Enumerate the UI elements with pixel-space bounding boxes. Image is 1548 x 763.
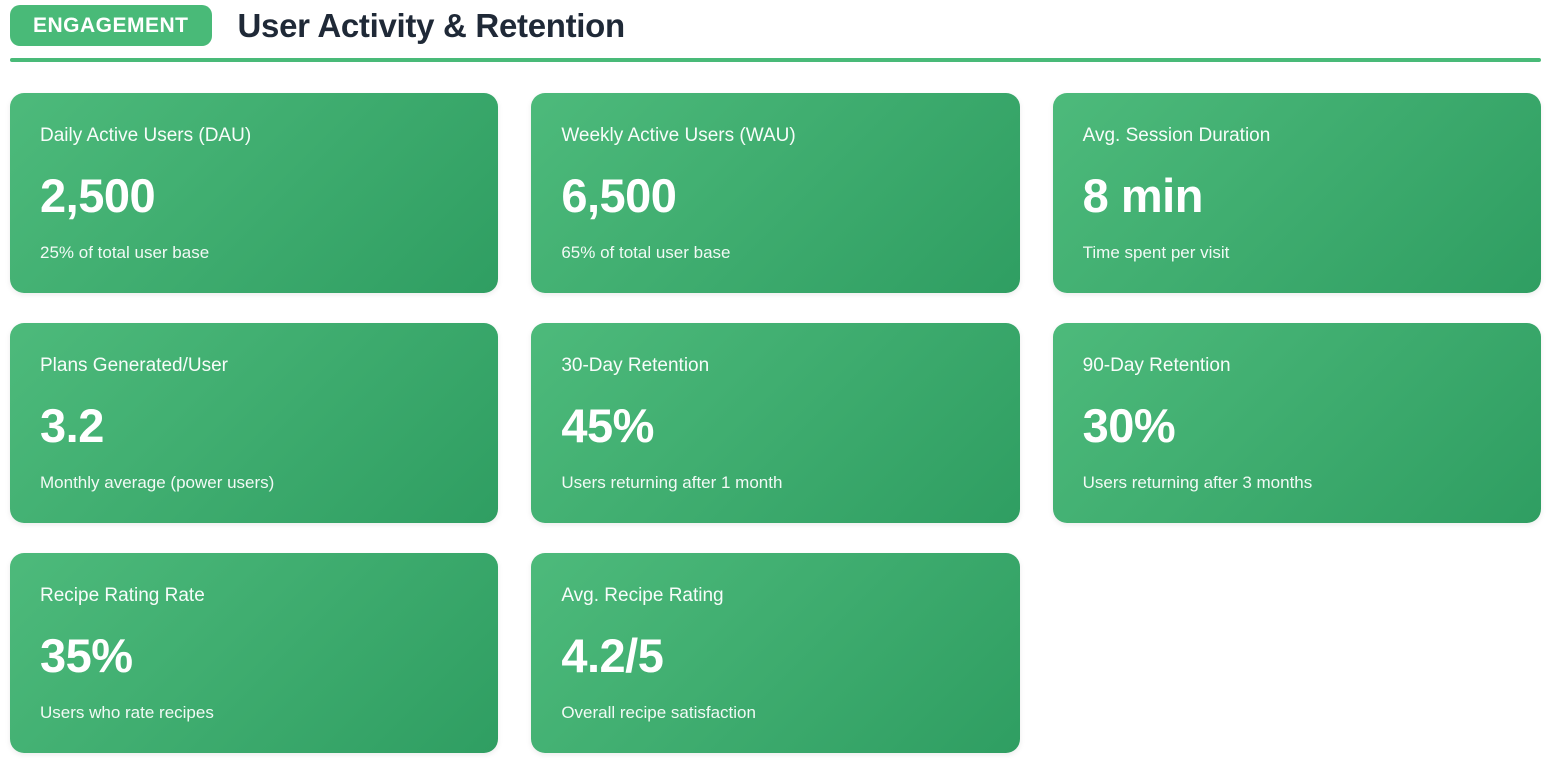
metric-cards-grid: Daily Active Users (DAU) 2,500 25% of to… [10, 93, 1541, 753]
metric-label: Avg. Recipe Rating [561, 585, 724, 606]
metric-description: Time spent per visit [1082, 243, 1230, 262]
metric-description: Users returning after 3 months [1082, 473, 1313, 492]
metric-card-dau: Daily Active Users (DAU) 2,500 25% of to… [10, 93, 499, 293]
metric-value: 2,500 [40, 168, 156, 222]
metric-label: Weekly Active Users (WAU) [561, 125, 796, 146]
metric-description: Overall recipe satisfaction [561, 703, 756, 722]
metric-label: 30-Day Retention [561, 355, 710, 376]
metric-label: 90-Day Retention [1082, 355, 1231, 376]
page-title: User Activity & Retention [237, 6, 626, 44]
metric-description: 25% of total user base [40, 243, 210, 262]
metric-label: Plans Generated/User [40, 355, 228, 376]
section-header: ENGAGEMENT User Activity & Retention [10, 5, 1541, 46]
header-divider [10, 58, 1541, 62]
metric-card-30-day-retention: 30-Day Retention 45% Users returning aft… [531, 323, 1020, 523]
metric-value: 45% [561, 398, 654, 452]
metric-value: 4.2/5 [561, 628, 664, 682]
metric-label: Avg. Session Duration [1082, 125, 1271, 146]
metric-label: Recipe Rating Rate [40, 585, 205, 606]
metric-label: Daily Active Users (DAU) [40, 125, 252, 146]
metric-description: 65% of total user base [561, 243, 731, 262]
metric-description: Monthly average (power users) [40, 473, 275, 492]
metric-card-wau: Weekly Active Users (WAU) 6,500 65% of t… [531, 93, 1020, 293]
metric-value: 3.2 [40, 398, 104, 452]
metric-card-session-duration: Avg. Session Duration 8 min Time spent p… [1052, 93, 1541, 293]
metric-description: Users returning after 1 month [561, 473, 783, 492]
metric-card-rating-rate: Recipe Rating Rate 35% Users who rate re… [10, 553, 499, 753]
metric-card-avg-rating: Avg. Recipe Rating 4.2/5 Overall recipe … [531, 553, 1020, 753]
metric-description: Users who rate recipes [40, 703, 214, 722]
metric-value: 30% [1082, 398, 1176, 452]
metric-value: 6,500 [561, 168, 677, 222]
metric-card-plans-per-user: Plans Generated/User 3.2 Monthly average… [10, 323, 499, 523]
engagement-badge: ENGAGEMENT [10, 5, 212, 46]
metric-card-90-day-retention: 90-Day Retention 30% Users returning aft… [1052, 323, 1541, 523]
metric-value: 35% [40, 628, 133, 682]
metric-value: 8 min [1082, 168, 1204, 222]
